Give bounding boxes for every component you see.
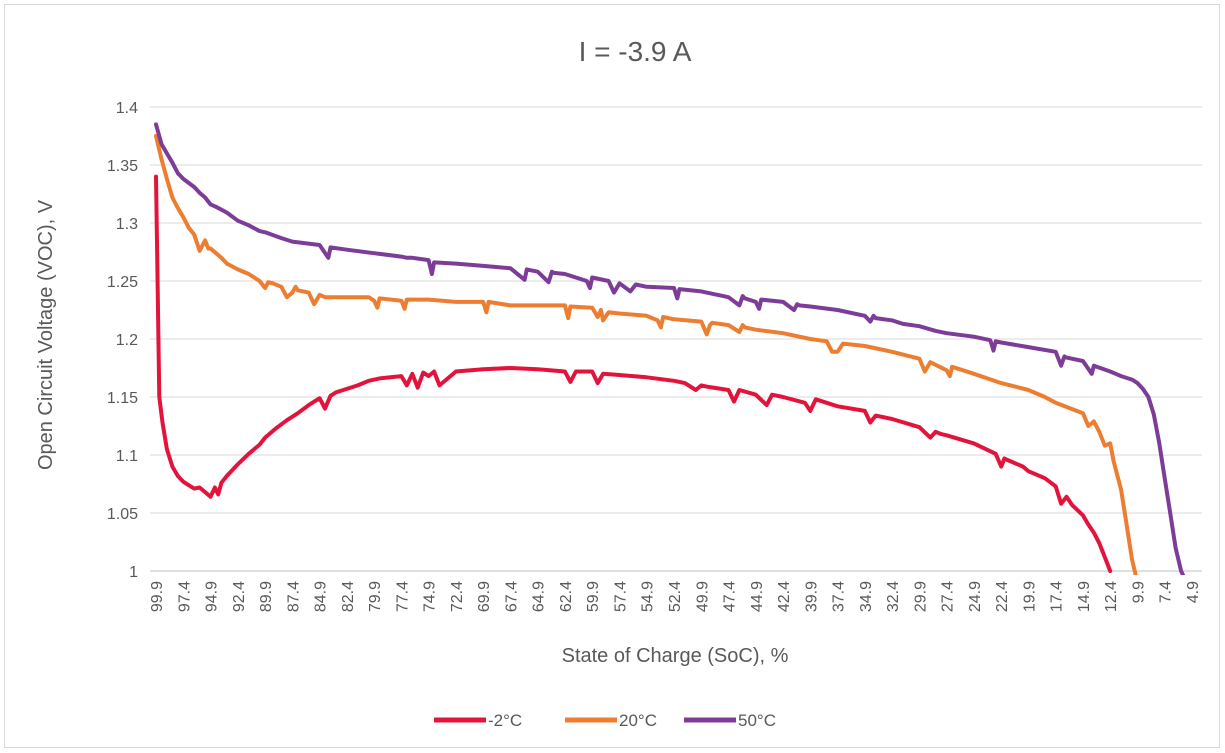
legend-label: 50°C — [738, 711, 776, 730]
x-tick-label: 12.4 — [1103, 581, 1120, 612]
x-tick-label: 49.9 — [694, 581, 711, 612]
x-tick-label: 37.4 — [831, 581, 848, 612]
x-tick-label: 52.4 — [667, 581, 684, 612]
x-tick-label: 77.4 — [394, 581, 411, 612]
x-tick-label: 57.4 — [612, 581, 629, 612]
x-tick-label: 72.4 — [449, 581, 466, 612]
x-axis-title: State of Charge (SoC), % — [562, 645, 789, 667]
series-lines — [154, 122, 1186, 575]
chart-svg: I = -3.9 A 1 1.05 1.1 1.15 1.2 1.25 1.3 1.35 1.4… — [35, 36, 1202, 730]
gridlines — [150, 106, 1202, 572]
y-tick-label: 1.15 — [107, 390, 138, 407]
x-tick-label: 29.9 — [912, 581, 929, 612]
x-tick-label: 19.9 — [1021, 581, 1038, 612]
x-tick-label: 74.9 — [422, 581, 439, 612]
x-tick-label: 87.4 — [285, 581, 302, 612]
series-line-3 — [154, 122, 1186, 575]
x-tick-label: 9.9 — [1130, 581, 1147, 603]
x-tick-label: 47.4 — [722, 581, 739, 612]
y-axis-ticks: 1 1.05 1.1 1.15 1.2 1.25 1.3 1.35 1.4 — [107, 100, 138, 581]
x-axis-ticks: 99.9 97.4 94.9 92.4 89.9 87.4 84.9 82.4 79.9 77.4… — [149, 581, 1202, 612]
y-tick-label: 1.2 — [116, 332, 138, 349]
x-tick-label: 92.4 — [231, 581, 248, 612]
series-line-2 — [154, 134, 1138, 575]
x-tick-label: 62.4 — [558, 581, 575, 612]
legend: -2°C 20°C 50°C — [434, 711, 776, 730]
x-tick-label: 44.9 — [749, 581, 766, 612]
x-tick-label: 94.9 — [204, 581, 221, 612]
y-tick-label: 1.4 — [116, 100, 138, 117]
y-tick-label: 1.1 — [116, 448, 138, 465]
x-tick-label: 84.9 — [313, 581, 330, 612]
legend-label: -2°C — [488, 711, 522, 730]
y-tick-label: 1 — [129, 564, 138, 581]
x-tick-label: 32.4 — [885, 581, 902, 612]
x-tick-label: 7.4 — [1158, 581, 1175, 603]
x-tick-label: 99.9 — [149, 581, 166, 612]
x-tick-label: 67.4 — [503, 581, 520, 612]
x-tick-label: 42.4 — [776, 581, 793, 612]
chart-area: I = -3.9 A 1 1.05 1.1 1.15 1.2 1.25 1.3 1.35 1.4… — [4, 4, 1220, 748]
y-tick-label: 1.3 — [116, 216, 138, 233]
x-tick-label: 4.9 — [1185, 581, 1202, 603]
x-tick-label: 79.9 — [367, 581, 384, 612]
x-tick-label: 54.9 — [640, 581, 657, 612]
x-tick-label: 14.9 — [1076, 581, 1093, 612]
legend-label: 20°C — [619, 711, 657, 730]
x-tick-label: 82.4 — [340, 581, 357, 612]
x-tick-label: 22.4 — [994, 581, 1011, 612]
x-tick-label: 97.4 — [176, 581, 193, 612]
x-tick-label: 34.9 — [858, 581, 875, 612]
x-tick-label: 64.9 — [531, 581, 548, 612]
x-tick-label: 24.9 — [967, 581, 984, 612]
x-tick-label: 59.9 — [585, 581, 602, 612]
x-tick-label: 39.9 — [803, 581, 820, 612]
y-tick-label: 1.35 — [107, 158, 138, 175]
x-tick-label: 17.4 — [1049, 581, 1066, 612]
x-tick-label: 27.4 — [940, 581, 957, 612]
y-tick-label: 1.05 — [107, 506, 138, 523]
chart-title: I = -3.9 A — [579, 36, 692, 67]
x-tick-label: 69.9 — [476, 581, 493, 612]
y-axis-title: Open Circuit Voltage (VOC), V — [35, 199, 57, 470]
y-tick-label: 1.25 — [107, 274, 138, 291]
x-tick-label: 89.9 — [258, 581, 275, 612]
series-line-1 — [154, 174, 1113, 573]
